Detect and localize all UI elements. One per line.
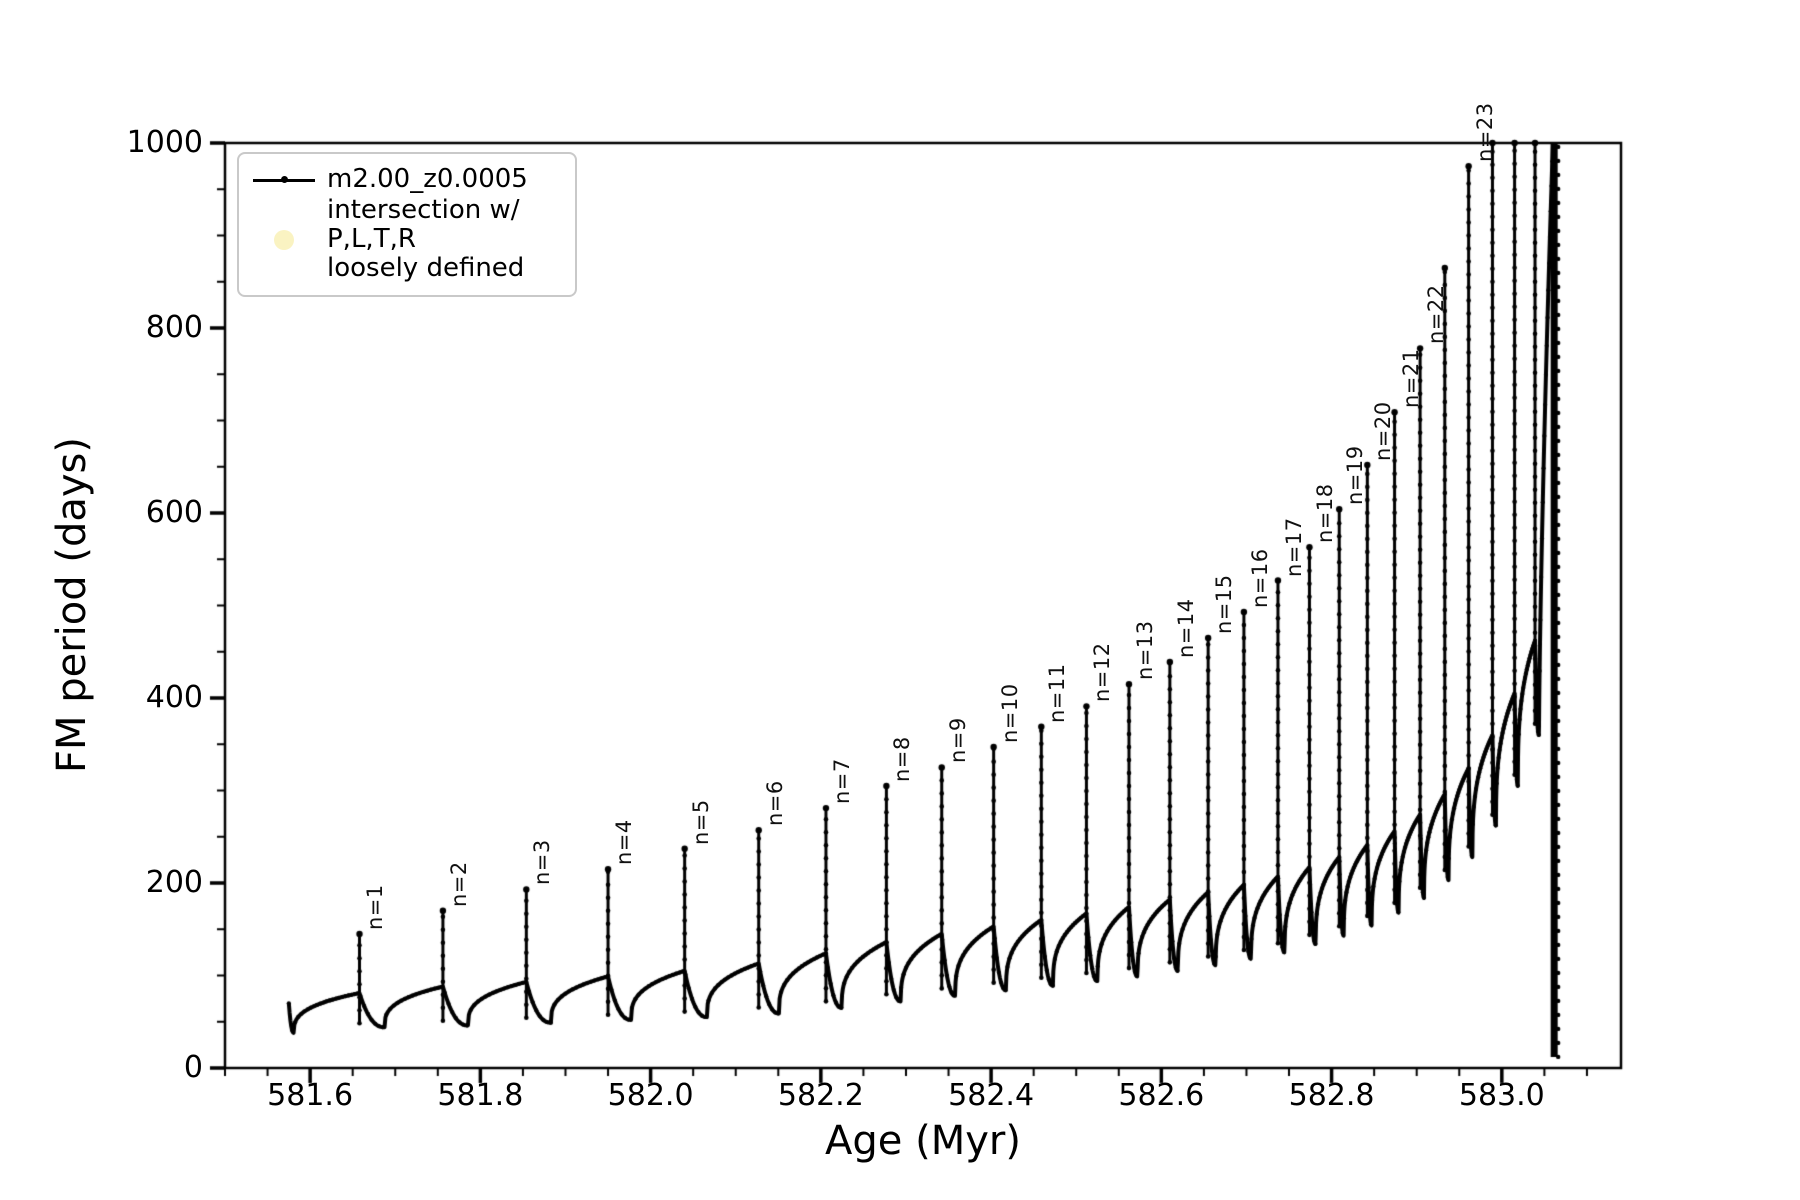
spike-label: n=15: [1212, 574, 1237, 634]
spike-label: n=18: [1313, 483, 1338, 544]
y-tick-label: 1000: [126, 125, 203, 160]
spike-label: n=9: [945, 717, 970, 764]
legend-series-label: m2.00_z0.0005: [327, 163, 528, 194]
legend-entry-series: m2.00_z0.0005: [251, 164, 561, 194]
spike-label: n=14: [1173, 598, 1198, 658]
circle-marker-icon: [251, 225, 317, 255]
line-dot-marker-icon: [251, 164, 317, 194]
x-tick-label: 582.6: [1118, 1078, 1205, 1113]
x-tick-label: 581.6: [267, 1078, 354, 1113]
x-tick-label: 582.2: [777, 1078, 864, 1113]
x-axis-label: Age (Myr): [825, 1118, 1021, 1164]
spike-label: n=11: [1045, 663, 1070, 723]
spike-label: n=21: [1398, 348, 1423, 409]
spike-label: n=19: [1343, 445, 1368, 506]
spike-label: n=10: [997, 683, 1022, 744]
spike-label: n=23: [1472, 102, 1497, 163]
x-tick-label: 582.0: [607, 1078, 694, 1113]
spike-label: n=7: [829, 758, 854, 805]
spike-label: n=20: [1371, 401, 1396, 461]
spike-label: n=17: [1281, 516, 1306, 577]
spike-label: n=2: [446, 860, 471, 907]
spike-label: n=1: [363, 884, 388, 930]
spike-label: n=13: [1132, 620, 1157, 681]
spike-label: n=3: [530, 839, 555, 886]
y-tick-label: 400: [145, 680, 203, 715]
x-tick-label: 582.4: [948, 1078, 1035, 1113]
spike-label: n=5: [688, 798, 713, 845]
legend-entry-intersection: intersection w/ P,L,T,R loosely defined: [251, 196, 561, 283]
x-tick-label: 583.0: [1458, 1078, 1545, 1113]
spike-label: n=8: [890, 736, 915, 782]
spike-label: n=16: [1247, 548, 1272, 608]
y-tick-label: 600: [145, 495, 203, 530]
y-tick-label: 0: [183, 1050, 203, 1085]
spike-label: n=22: [1424, 284, 1449, 345]
y-axis-label: FM period (days): [49, 437, 95, 773]
spike-label: n=6: [762, 780, 787, 827]
legend-intersection-label: intersection w/ P,L,T,R loosely defined: [327, 195, 525, 283]
x-tick-label: 582.8: [1288, 1078, 1375, 1113]
x-tick-label: 581.8: [437, 1078, 524, 1113]
y-tick-label: 800: [145, 310, 203, 345]
y-tick-label: 200: [145, 865, 203, 900]
legend: m2.00_z0.0005 intersection w/ P,L,T,R lo…: [237, 152, 577, 297]
spike-label: n=12: [1090, 642, 1115, 703]
spike-label: n=4: [612, 819, 637, 866]
